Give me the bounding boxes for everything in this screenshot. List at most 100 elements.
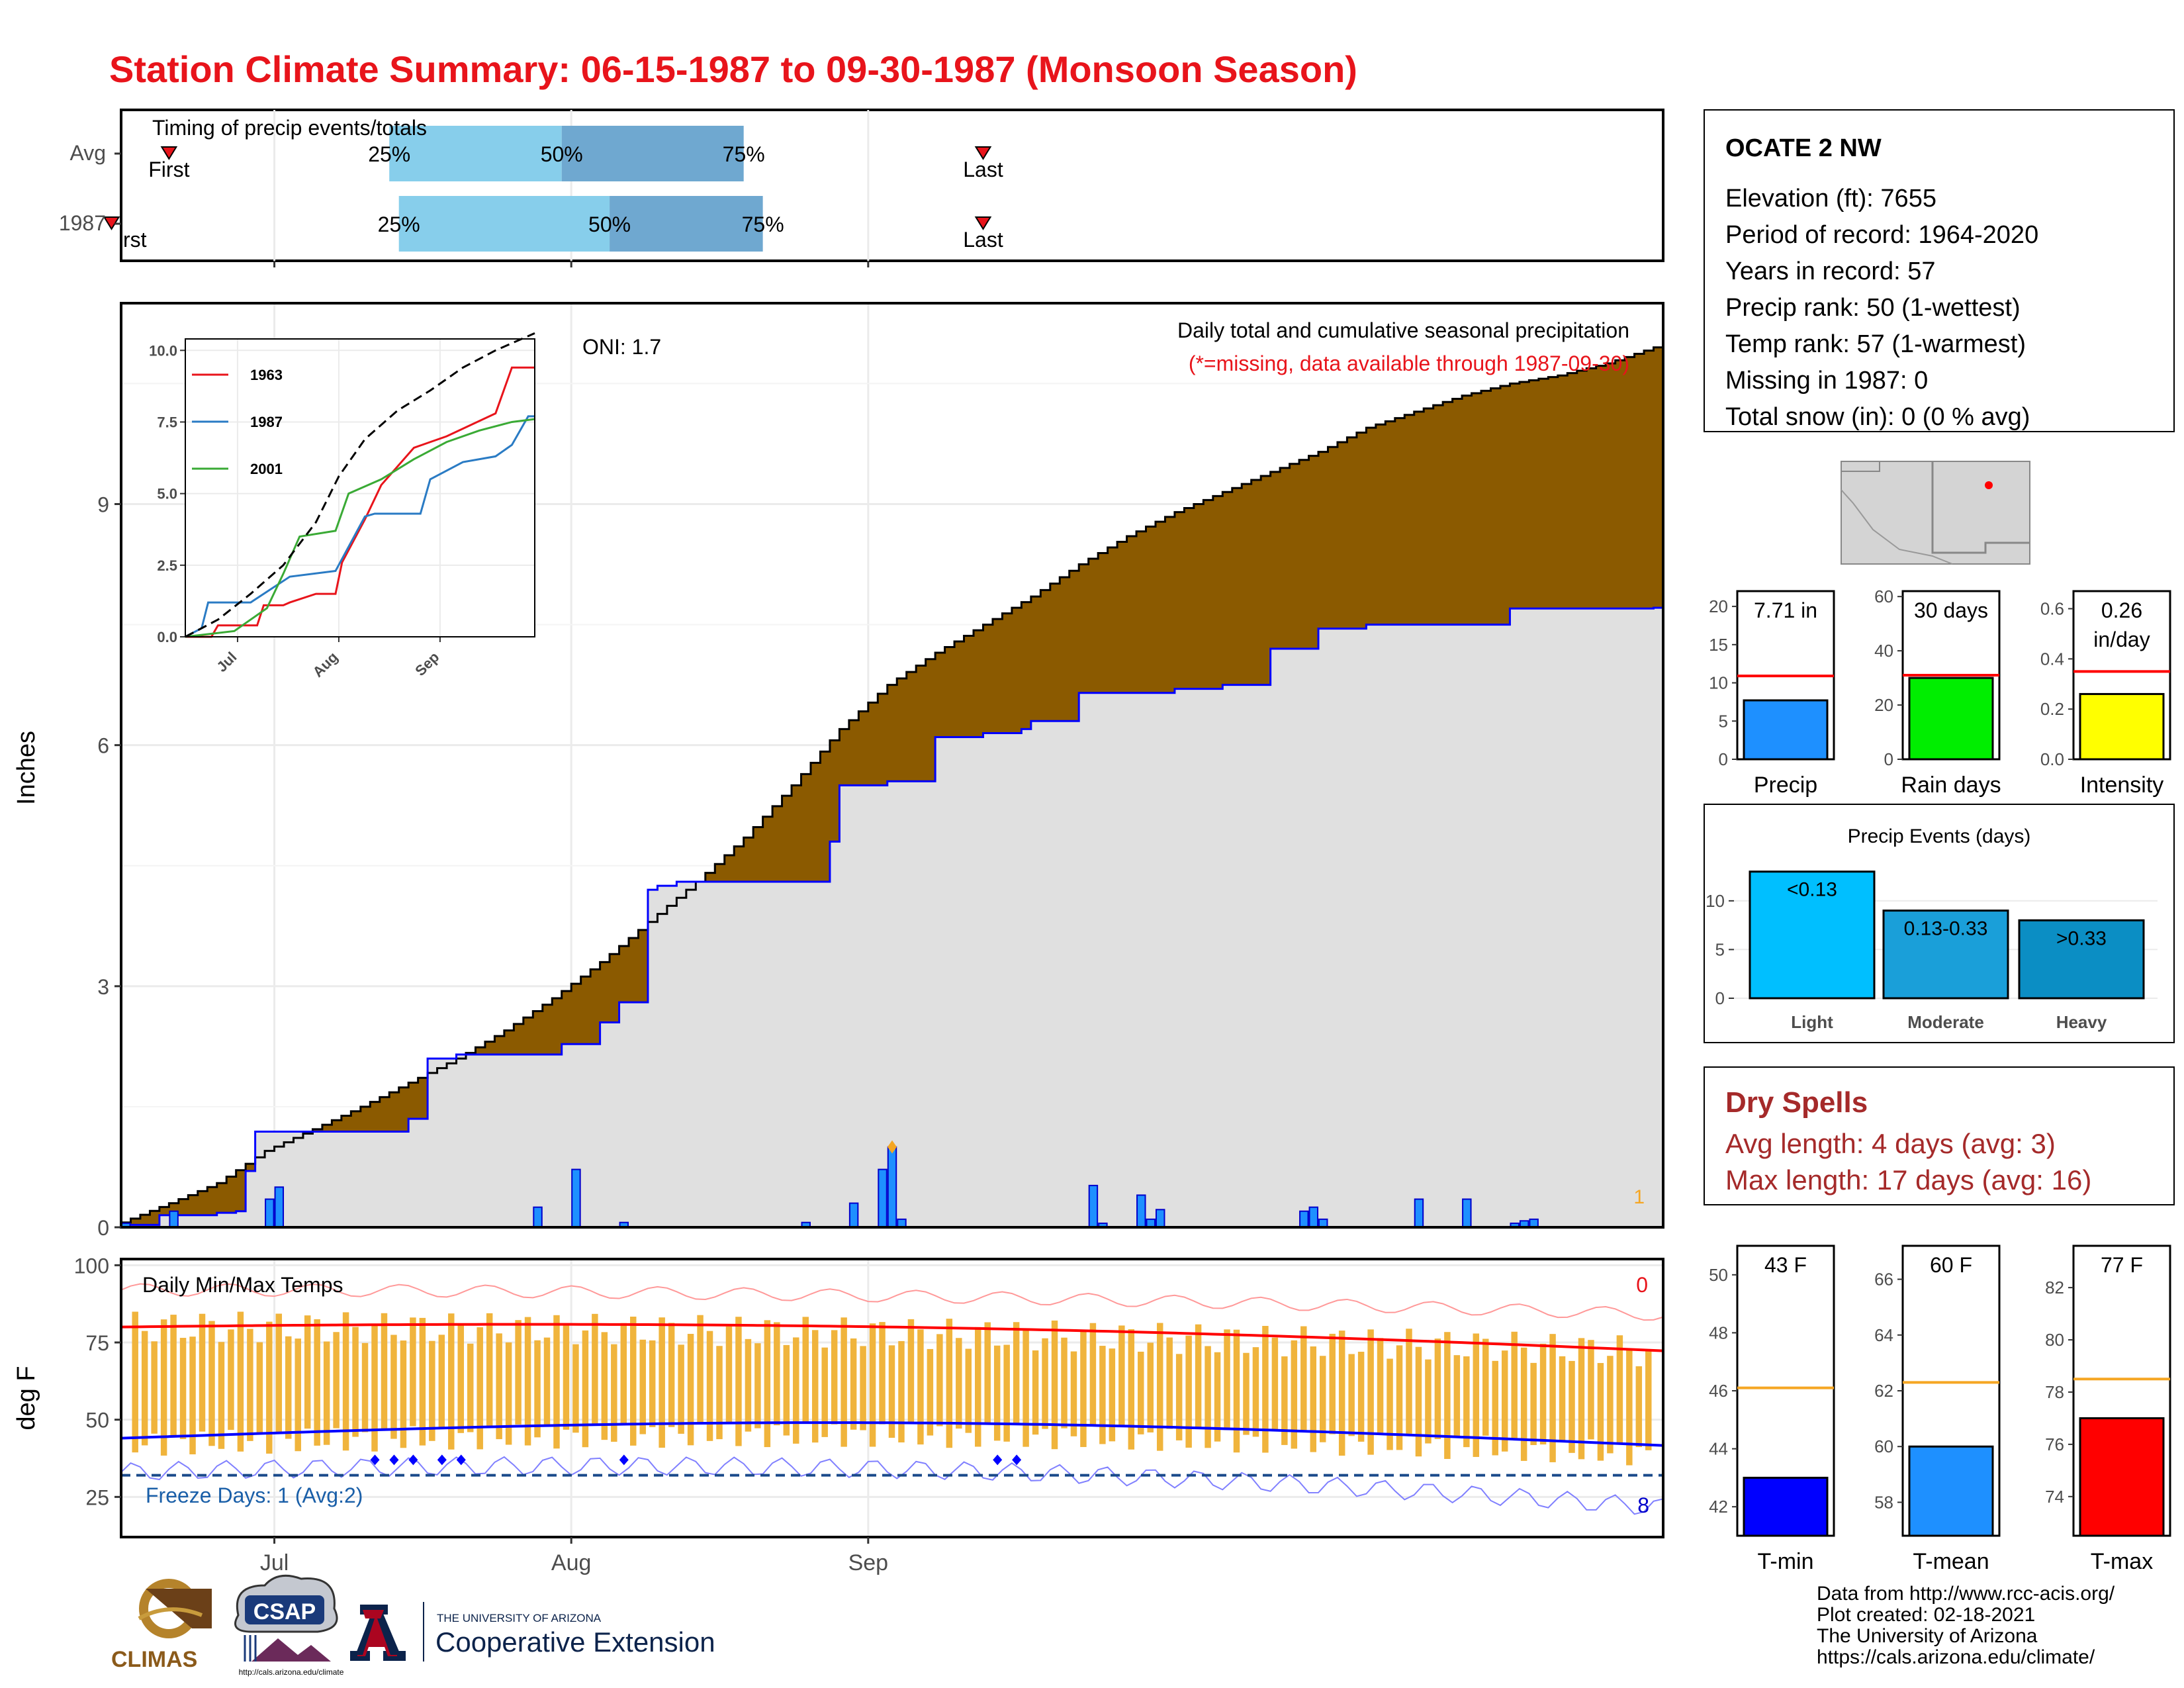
stat-tick-label: 74 <box>2045 1487 2064 1507</box>
daily-temp-bar <box>228 1329 234 1430</box>
station-missing: Missing in 1987: 0 <box>1725 367 1928 395</box>
y1987-q2-bar <box>398 196 610 252</box>
footer-university: The University of Arizona <box>1817 1625 2038 1647</box>
avg-max-line <box>120 1323 1664 1352</box>
daily-temp-bar <box>831 1330 838 1425</box>
daily-temp-bar <box>1320 1356 1326 1442</box>
daily-temp-bar <box>1051 1320 1058 1450</box>
avg-last-label: Last <box>963 158 1003 181</box>
daily-temp-bar <box>1300 1326 1307 1430</box>
timing-label: Timing of precip events/totals <box>152 116 427 140</box>
inset-plot-frame <box>185 338 535 637</box>
daily-temp-bar <box>1588 1340 1594 1440</box>
daily-temp-bar <box>1166 1337 1173 1429</box>
y1987-pct-label: 25% <box>378 212 420 236</box>
daily-temp-bar <box>1214 1352 1221 1442</box>
map-background <box>1841 461 2030 565</box>
event-bar-label: <0.13 <box>1787 879 1837 901</box>
stat-value-label: 60 F <box>1930 1253 1972 1277</box>
event-category-label: Moderate <box>1907 1012 1984 1032</box>
timing-panel-frame <box>120 109 1664 262</box>
daily-precip-bar <box>887 1146 897 1228</box>
stat-tick-label: 0.6 <box>2040 599 2064 619</box>
daily-temp-bar <box>1387 1358 1393 1450</box>
events-content: 0 5 10 <0.13 Light 0.13-0.33 Moderate >0.33 Heav… <box>1706 862 2158 1032</box>
event-bar-label: >0.33 <box>2056 927 2107 949</box>
stat-name-label: T-min <box>1758 1549 1814 1574</box>
main-y-tick-label: 3 <box>97 975 109 999</box>
low-temp-marker <box>993 1454 1003 1466</box>
daily-temp-bar <box>361 1342 369 1432</box>
daily-precip-bars <box>121 1140 1539 1229</box>
stat-value-label: 77 F <box>2101 1253 2143 1277</box>
station-info-box: OCATE 2 NW Elevation (ft): 7655 Period o… <box>1704 109 2175 432</box>
daily-temp-bar <box>783 1344 790 1436</box>
daily-temp-bar <box>314 1319 320 1446</box>
station-elevation: Elevation (ft): 7655 <box>1725 185 1936 212</box>
temp-y-axis: 25 50 75 100 <box>74 1254 121 1509</box>
daily-temp-bar <box>1023 1329 1029 1447</box>
daily-temp-bar <box>543 1337 551 1427</box>
daily-temp-bar <box>601 1332 608 1440</box>
daily-temp-bar <box>611 1344 617 1442</box>
stat-tick-label: 80 <box>2045 1330 2064 1350</box>
avg-pct-label: 50% <box>541 142 583 166</box>
daily-temp-bar <box>1539 1343 1547 1445</box>
avg-marker <box>160 146 178 160</box>
cumulative-1987-line <box>121 606 1663 1226</box>
daily-temp-bar <box>649 1340 656 1427</box>
month-x-axis: Jul Aug Sep <box>260 1537 888 1575</box>
daily-temp-bar <box>1156 1323 1163 1451</box>
daily-temp-bar <box>1607 1356 1614 1454</box>
precip-events-panel: Precip Events (days) 0 5 10 <0.13 Light 0.13-… <box>1704 804 2175 1043</box>
month-label: Jul <box>260 1550 289 1575</box>
station-years: Years in record: 57 <box>1725 258 1936 285</box>
daily-temp-bar <box>247 1329 253 1441</box>
inset-legend-label: 1987 <box>250 414 283 430</box>
daily-temp-bar <box>956 1338 962 1429</box>
daily-temp-bar <box>457 1325 464 1433</box>
daily-temp-bar <box>304 1315 311 1429</box>
daily-temp-bar <box>429 1340 435 1441</box>
daily-temp-bar <box>524 1317 531 1446</box>
daily-temp-bar <box>381 1313 388 1430</box>
daily-temp-bar <box>1492 1360 1498 1456</box>
daily-temp-bar <box>754 1343 761 1429</box>
daily-temp-bar <box>1281 1356 1288 1445</box>
temp-y-label: deg F <box>13 1366 40 1430</box>
daily-temp-bar <box>390 1335 397 1439</box>
csap-logo: CSAP http://cals.arizona.edu/climate <box>234 1574 344 1677</box>
daily-temp-bar <box>1482 1338 1489 1436</box>
stat-tick-label: 0.2 <box>2040 699 2064 719</box>
daily-temp-bar <box>1070 1351 1077 1436</box>
map-border-line-2 <box>1931 523 2030 554</box>
stat-tick-label: 76 <box>2045 1434 2064 1454</box>
stat-tick-label: 82 <box>2045 1278 2064 1297</box>
csap-text: CSAP <box>253 1599 316 1624</box>
low-temp-marker <box>389 1454 399 1466</box>
dry-spells-avg: Avg length: 4 days (avg: 3) <box>1725 1128 2056 1159</box>
temp-label: Daily Min/Max Temps <box>142 1273 343 1297</box>
temp-content <box>120 1283 1664 1515</box>
daily-temp-bar <box>266 1321 273 1454</box>
daily-precip-bar <box>265 1198 275 1229</box>
logos: CLIMAS CSAP http://cals.arizona.edu/clim… <box>111 1574 715 1677</box>
stat-tick-label: 48 <box>1709 1323 1728 1342</box>
station-period: Period of record: 1964-2020 <box>1725 221 2038 249</box>
daily-temp-bar <box>179 1338 187 1439</box>
daily-temp-bar <box>936 1334 943 1427</box>
stat-tick-label: 0.4 <box>2040 649 2064 669</box>
events-tick-label: 0 <box>1715 988 1725 1008</box>
daily-temp-bar <box>419 1317 426 1446</box>
avg-pct-label: 75% <box>723 142 765 166</box>
station-box-frame <box>1704 109 2175 432</box>
main-y-axis: 0 3 6 9 <box>97 492 121 1240</box>
daily-temp-bar <box>170 1315 177 1438</box>
oni-label: ONI: 1.7 <box>582 335 661 359</box>
stat-tick-label: 40 <box>1874 641 1893 661</box>
daily-temp-bar <box>199 1313 206 1432</box>
dry-spells-max: Max length: 17 days (avg: 16) <box>1725 1164 2091 1196</box>
events-tick-label: 5 <box>1715 939 1725 959</box>
daily-temp-bar <box>1473 1333 1480 1457</box>
